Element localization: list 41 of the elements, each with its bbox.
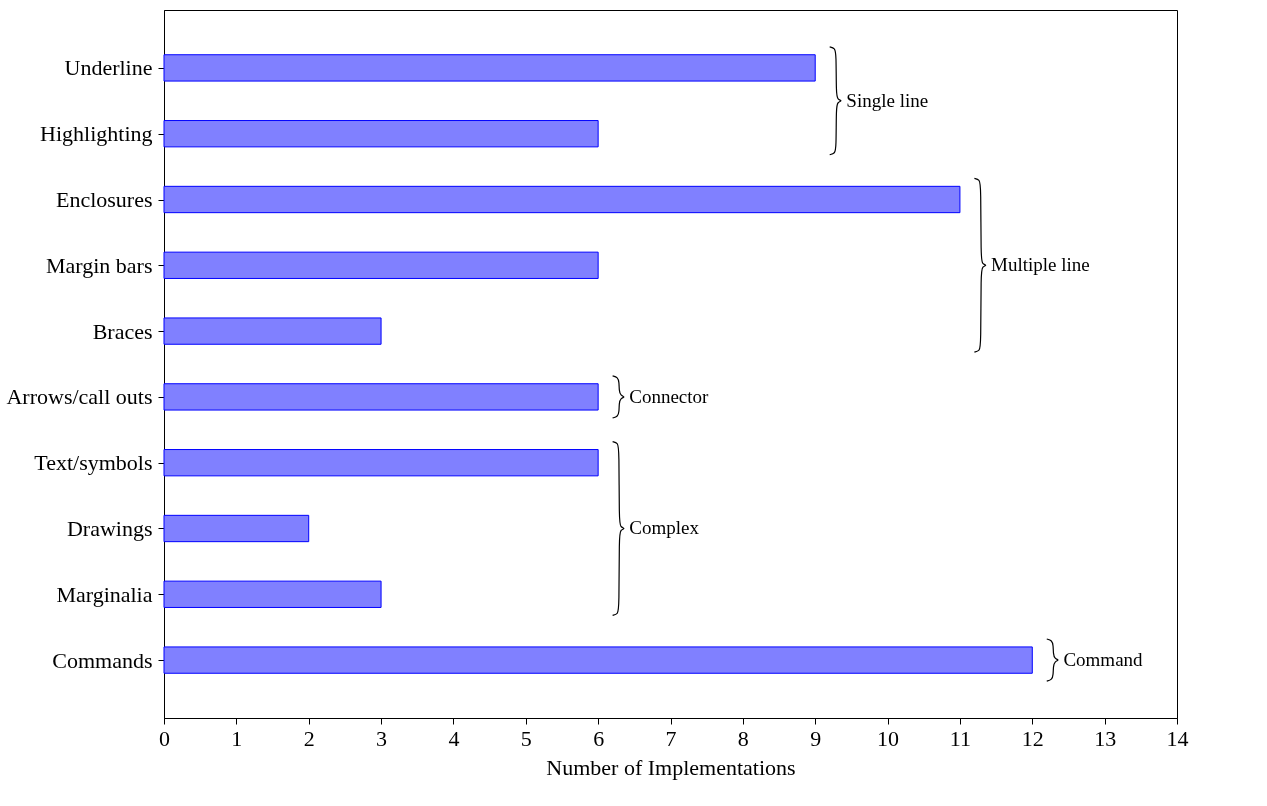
y-tick-label: Arrows/call outs	[6, 384, 153, 410]
x-tick-label: 14	[1166, 725, 1189, 751]
x-tick-label: 6	[593, 725, 605, 751]
x-tick-label: 5	[520, 725, 532, 751]
bar	[163, 646, 1033, 674]
x-tick-label: 11	[949, 725, 972, 751]
x-tick-label: 9	[810, 725, 822, 751]
y-tick-label: Marginalia	[56, 581, 153, 607]
annotation: Single line	[846, 89, 929, 111]
y-tick-label: Margin bars	[45, 252, 153, 278]
bar	[163, 449, 599, 477]
annotation: Command	[1063, 649, 1144, 671]
x-tick-label: 1	[231, 725, 243, 751]
x-tick-label: 8	[737, 725, 749, 751]
bar	[163, 185, 961, 214]
y-tick-label: Enclosures	[55, 187, 153, 212]
x-tick-label: 2	[303, 725, 315, 751]
y-tick-label: Text/symbols	[34, 450, 153, 476]
bar	[163, 251, 599, 279]
annotation: Multiple line	[991, 254, 1090, 276]
bar	[163, 514, 310, 543]
x-tick-label: 10	[877, 725, 900, 751]
bar	[163, 580, 382, 608]
y-tick-label: Drawings	[66, 516, 153, 541]
bar	[163, 120, 599, 148]
x-tick-label: 3	[376, 725, 388, 751]
bar	[163, 383, 599, 411]
x-tick-label: 13	[1094, 725, 1117, 751]
annotation: Connector	[629, 385, 710, 407]
y-tick-label: Commands	[52, 647, 153, 673]
bar	[163, 317, 382, 345]
x-tick-label: 7	[665, 725, 677, 751]
x-tick-label: 12	[1021, 725, 1044, 751]
y-tick-label: Braces	[92, 318, 153, 344]
x-tick-label: 4	[448, 725, 460, 751]
x-axis-title: Number of Implementations	[546, 754, 796, 780]
x-tick-label: 0	[159, 725, 170, 751]
annotation: Complex	[629, 517, 700, 539]
bar	[163, 54, 816, 82]
y-tick-label: Underline	[64, 55, 153, 81]
y-tick-label: Highlighting	[40, 121, 153, 147]
